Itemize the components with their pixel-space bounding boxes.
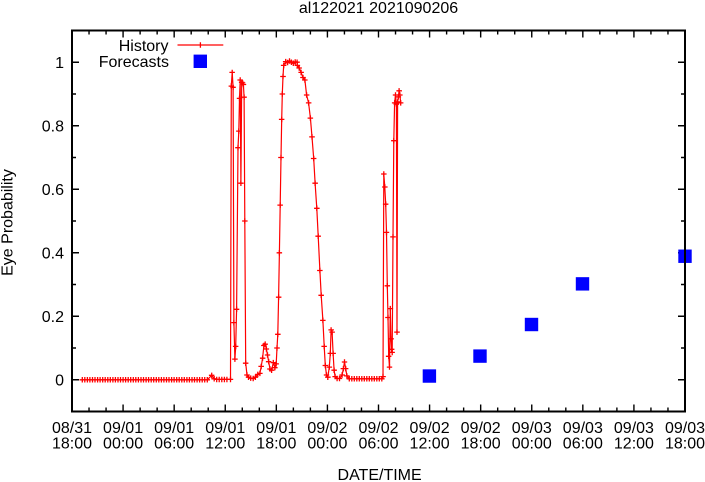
svg-text:18:00: 18:00 bbox=[665, 436, 705, 453]
svg-text:0.4: 0.4 bbox=[42, 246, 64, 263]
svg-text:08/31: 08/31 bbox=[52, 420, 92, 437]
svg-text:09/02: 09/02 bbox=[461, 420, 501, 437]
svg-text:18:00: 18:00 bbox=[461, 436, 501, 453]
svg-text:09/02: 09/02 bbox=[358, 420, 398, 437]
svg-text:09/02: 09/02 bbox=[410, 420, 450, 437]
svg-text:Forecasts: Forecasts bbox=[99, 54, 169, 71]
svg-text:0: 0 bbox=[55, 373, 64, 390]
svg-text:0.6: 0.6 bbox=[42, 182, 64, 199]
svg-text:18:00: 18:00 bbox=[256, 436, 296, 453]
svg-text:09/01: 09/01 bbox=[205, 420, 245, 437]
svg-text:History: History bbox=[119, 38, 169, 55]
svg-text:09/03: 09/03 bbox=[665, 420, 705, 437]
svg-text:0.2: 0.2 bbox=[42, 309, 64, 326]
svg-text:09/02: 09/02 bbox=[307, 420, 347, 437]
svg-text:09/03: 09/03 bbox=[563, 420, 603, 437]
svg-text:09/03: 09/03 bbox=[614, 420, 654, 437]
svg-text:00:00: 00:00 bbox=[512, 436, 552, 453]
svg-text:12:00: 12:00 bbox=[614, 436, 654, 453]
svg-text:DATE/TIME: DATE/TIME bbox=[338, 467, 422, 482]
svg-text:06:00: 06:00 bbox=[563, 436, 603, 453]
svg-text:12:00: 12:00 bbox=[205, 436, 245, 453]
svg-text:00:00: 00:00 bbox=[103, 436, 143, 453]
svg-text:Eye Probability: Eye Probability bbox=[0, 169, 17, 276]
svg-text:06:00: 06:00 bbox=[154, 436, 194, 453]
svg-text:1: 1 bbox=[55, 55, 64, 72]
svg-text:18:00: 18:00 bbox=[52, 436, 92, 453]
svg-text:0.8: 0.8 bbox=[42, 119, 64, 136]
svg-text:00:00: 00:00 bbox=[307, 436, 347, 453]
svg-text:12:00: 12:00 bbox=[410, 436, 450, 453]
svg-text:06:00: 06:00 bbox=[358, 436, 398, 453]
svg-text:09/01: 09/01 bbox=[154, 420, 194, 437]
svg-text:09/01: 09/01 bbox=[256, 420, 296, 437]
svg-text:09/01: 09/01 bbox=[103, 420, 143, 437]
svg-text:al122021 2021090206: al122021 2021090206 bbox=[299, 0, 458, 17]
svg-text:09/03: 09/03 bbox=[512, 420, 552, 437]
